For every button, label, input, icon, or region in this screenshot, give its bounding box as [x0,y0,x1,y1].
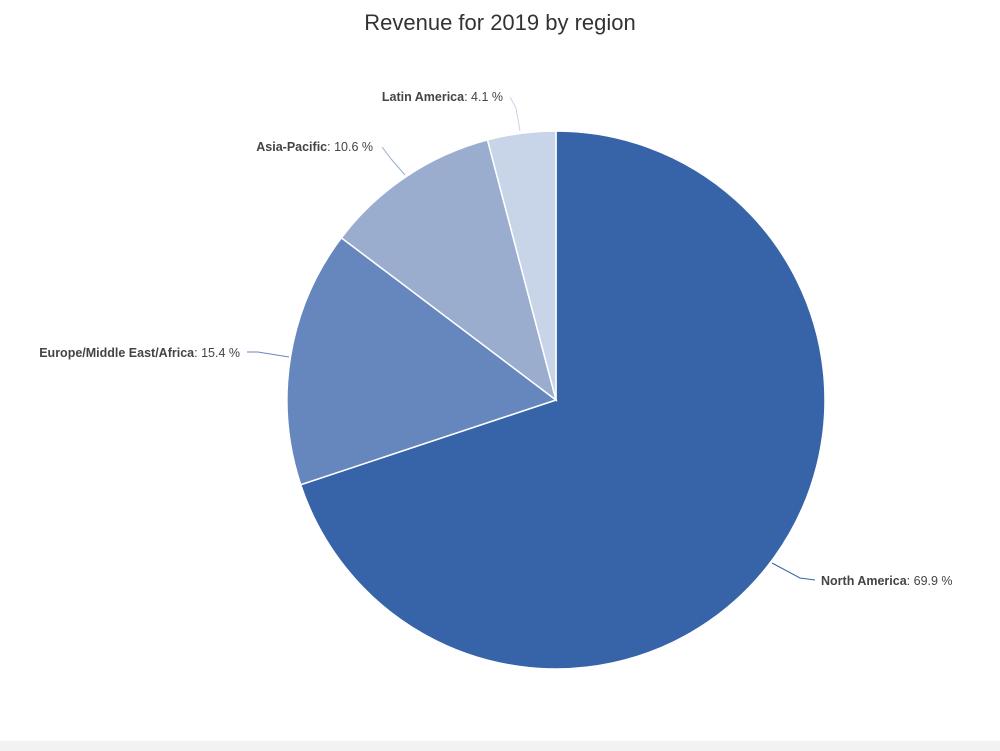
connector-line [247,351,290,358]
data-label-category: Latin America [382,90,465,104]
data-label-value: : 69.9 % [907,574,953,588]
connector-line [771,562,816,581]
connector-line [509,96,521,132]
pie-slice-asia-pacific[interactable] [340,138,558,402]
data-label-category: North America [821,574,908,588]
data-label-value: : 10.6 % [327,140,373,154]
bottom-scroll-strip [0,741,1000,751]
data-label: Latin America: 4.1 % [382,90,503,104]
data-label: North America: 69.9 % [821,574,953,588]
connector-line [381,146,406,176]
pie-slice-north-america[interactable] [299,130,826,670]
pie-labels: North America: 69.9 % Europe/Middle East/… [39,90,952,588]
pie-slices [286,130,826,670]
chart-title: Revenue for 2019 by region [364,10,636,35]
data-label: Europe/Middle East/Africa: 15.4 % [39,346,240,360]
data-label-value: : 15.4 % [194,346,240,360]
data-label-category: Asia-Pacific [256,140,327,154]
data-label-category: Europe/Middle East/Africa [39,346,195,360]
pie-slice-europe-middle-east-africa[interactable] [286,236,558,486]
pie-slice-latin-america[interactable] [486,130,557,401]
data-label: Asia-Pacific: 10.6 % [256,140,373,154]
data-label-value: : 4.1 % [464,90,503,104]
